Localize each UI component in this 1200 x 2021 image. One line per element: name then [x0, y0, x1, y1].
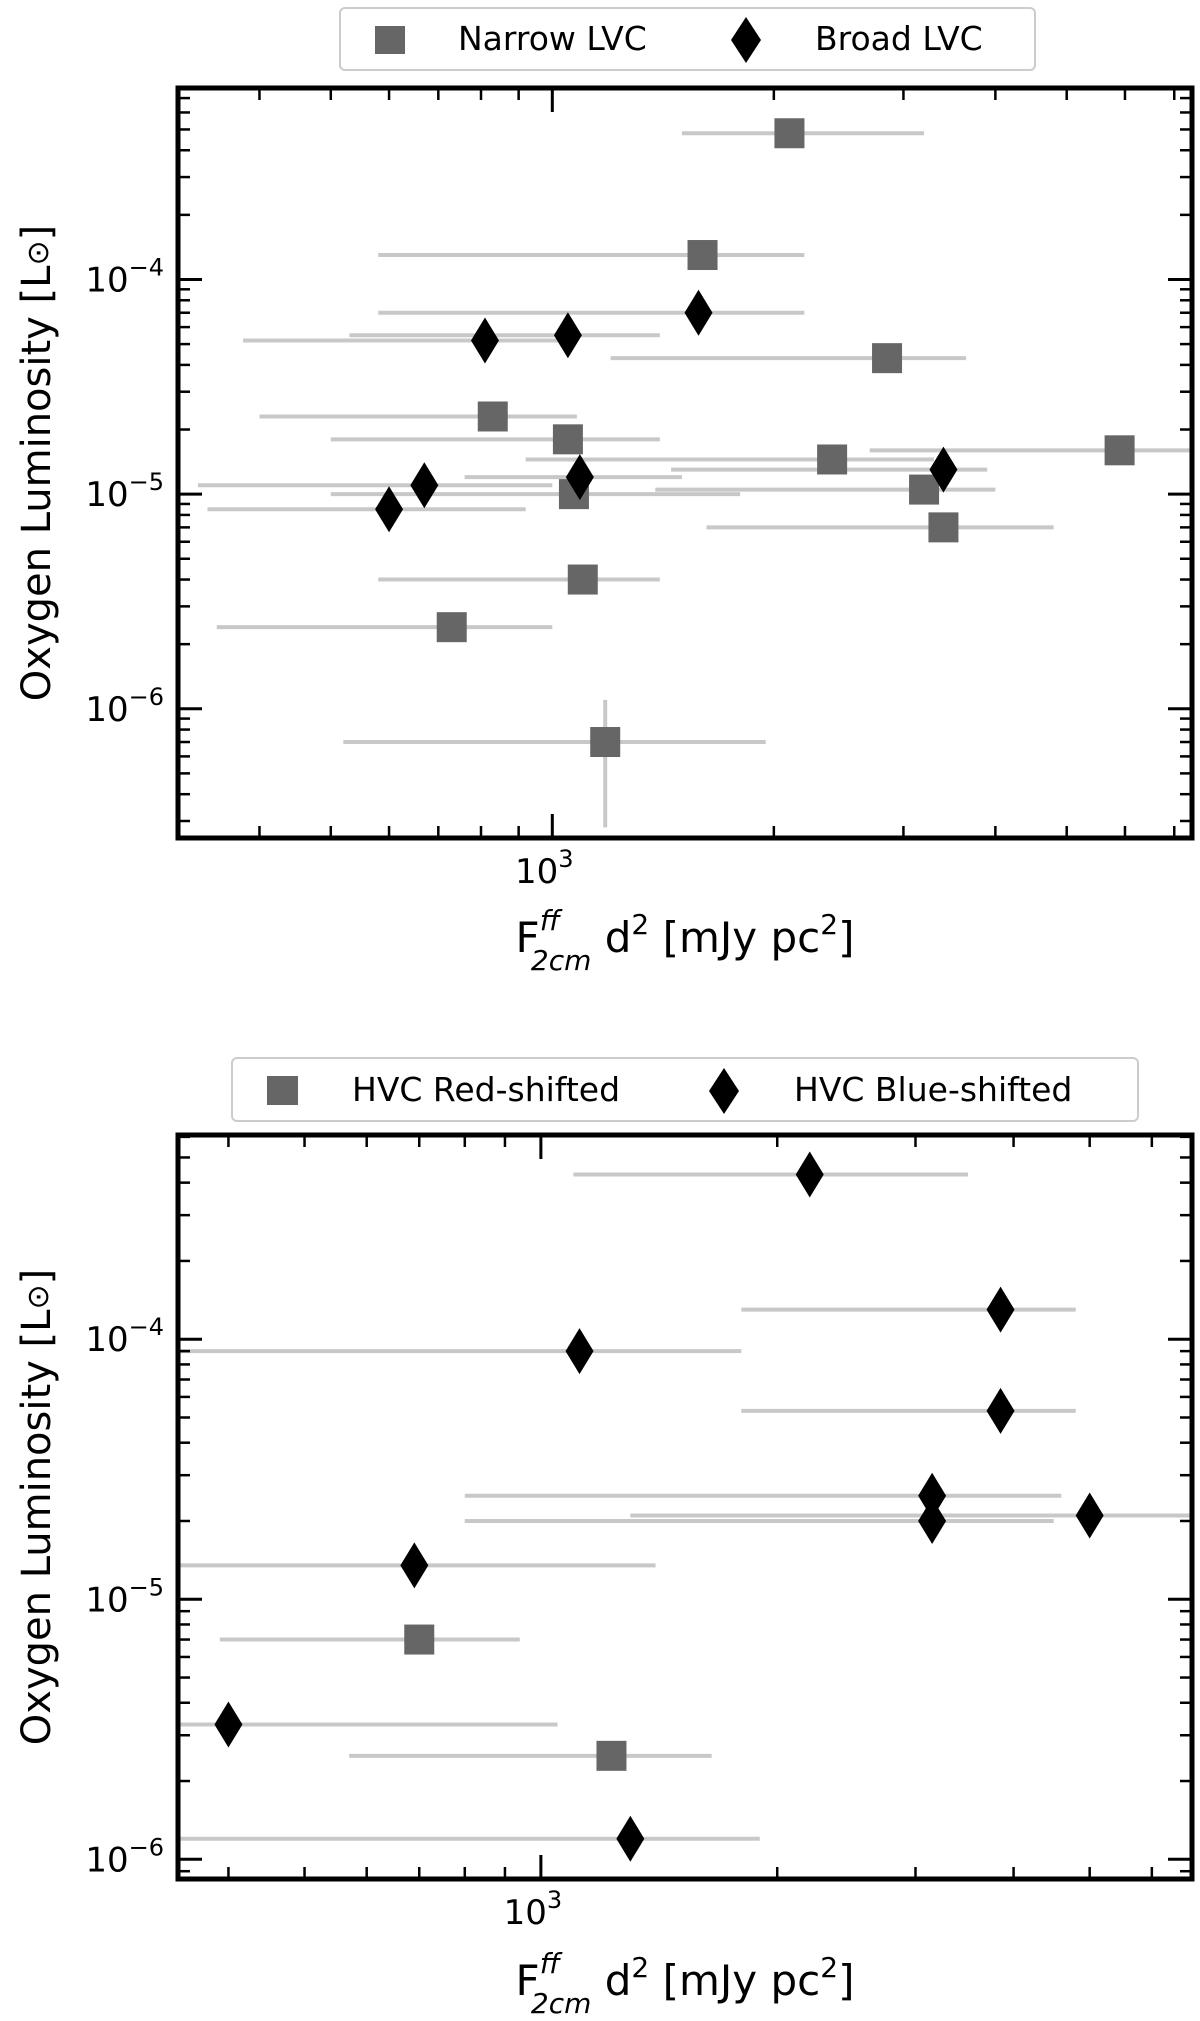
y-tick-label: 10−5	[85, 1573, 164, 1620]
data-point-square	[567, 564, 598, 595]
x-tick-label: 103	[515, 845, 574, 892]
error-bars	[178, 1172, 1190, 1841]
data-point-square	[774, 118, 805, 149]
x-minor-ticks	[258, 88, 1176, 838]
x-minor-ticks	[227, 1135, 1154, 1879]
data-point-square	[477, 401, 508, 432]
data-point-diamond	[918, 1472, 947, 1519]
data-point-diamond	[918, 1497, 947, 1544]
legend-frame	[339, 7, 1036, 71]
legend-square-icon	[267, 1076, 298, 1105]
y-axis-label: Oxygen Luminosity [L⊙]	[14, 1269, 60, 1745]
data-point-square	[436, 612, 467, 643]
data-point-diamond	[986, 1286, 1015, 1333]
chart-hvc-red-blue: HVC Red-shifted HVC Blue-shifted 10−410−…	[14, 1057, 1195, 2020]
y-tick-label: 10−4	[85, 253, 164, 300]
data-point-diamond	[214, 1701, 243, 1748]
data-point-diamond	[375, 486, 404, 533]
data-point-diamond	[410, 462, 439, 509]
chart-narrow-broad-lvc: Narrow LVC Broad LVC 10−4 10−5 10−6 103 Ox…	[14, 7, 1195, 977]
y-minor-ticks	[178, 1135, 1192, 1873]
data-point-diamond	[565, 1328, 594, 1375]
data-point-square	[590, 727, 621, 758]
legend-diamond-icon	[709, 1068, 739, 1114]
plot-frame	[175, 85, 1195, 841]
x-axis-label: Fff 2cm d2 [mJy pc2]	[516, 904, 855, 977]
y-axis-label: Oxygen Luminosity [L⊙]	[14, 225, 60, 701]
x-axis-label: Fff 2cm d2 [mJy pc2]	[516, 1947, 855, 2020]
legend-label-broad-lvc: Broad LVC	[815, 19, 983, 58]
data-point-diamond	[986, 1387, 1015, 1434]
data-point-diamond	[684, 289, 713, 336]
data-point-diamond	[1075, 1492, 1104, 1539]
y-minor-ticks	[178, 96, 1192, 823]
data-point-square	[552, 424, 583, 455]
data-point-square	[909, 474, 940, 505]
legend-label-narrow-lvc: Narrow LVC	[458, 19, 647, 58]
data-point-diamond	[565, 454, 594, 501]
data-point-diamond	[553, 312, 582, 359]
data-point-diamond	[470, 317, 499, 364]
data-point-square	[596, 1740, 627, 1771]
legend-label-hvc-blue: HVC Blue-shifted	[794, 1070, 1072, 1109]
y-tick-label: 10−6	[85, 683, 164, 730]
y-major-ticks: 10−4 10−5 10−6	[85, 1313, 1192, 1880]
legend: Narrow LVC Broad LVC	[339, 7, 1036, 71]
data-point-square	[404, 1624, 435, 1655]
data-point-diamond	[795, 1151, 824, 1198]
error-bars	[197, 131, 1192, 828]
legend-label-hvc-red: HVC Red-shifted	[352, 1070, 620, 1109]
data-markers	[375, 118, 1135, 758]
x-major-ticks: 103	[515, 88, 574, 892]
data-point-square	[928, 512, 959, 543]
y-major-ticks: 10−4 10−5 10−6	[85, 253, 1192, 730]
data-markers	[214, 1151, 1104, 1862]
data-point-diamond	[616, 1815, 645, 1862]
x-tick-label: 103	[504, 1886, 563, 1933]
x-major-ticks: 103	[504, 1135, 563, 1933]
data-point-square	[1104, 435, 1135, 466]
data-point-square	[687, 240, 718, 271]
data-point-square	[872, 343, 903, 374]
y-tick-label: 10−6	[85, 1833, 164, 1880]
plot-frame	[175, 1132, 1195, 1882]
legend: HVC Red-shifted HVC Blue-shifted	[231, 1057, 1139, 1122]
y-tick-label: 10−5	[85, 468, 164, 515]
legend-frame	[231, 1057, 1139, 1122]
y-tick-label: 10−4	[85, 1313, 164, 1360]
data-point-diamond	[400, 1542, 429, 1589]
legend-square-icon	[375, 26, 405, 54]
legend-diamond-icon	[731, 17, 761, 63]
data-point-diamond	[929, 446, 958, 493]
data-point-square	[817, 444, 848, 475]
